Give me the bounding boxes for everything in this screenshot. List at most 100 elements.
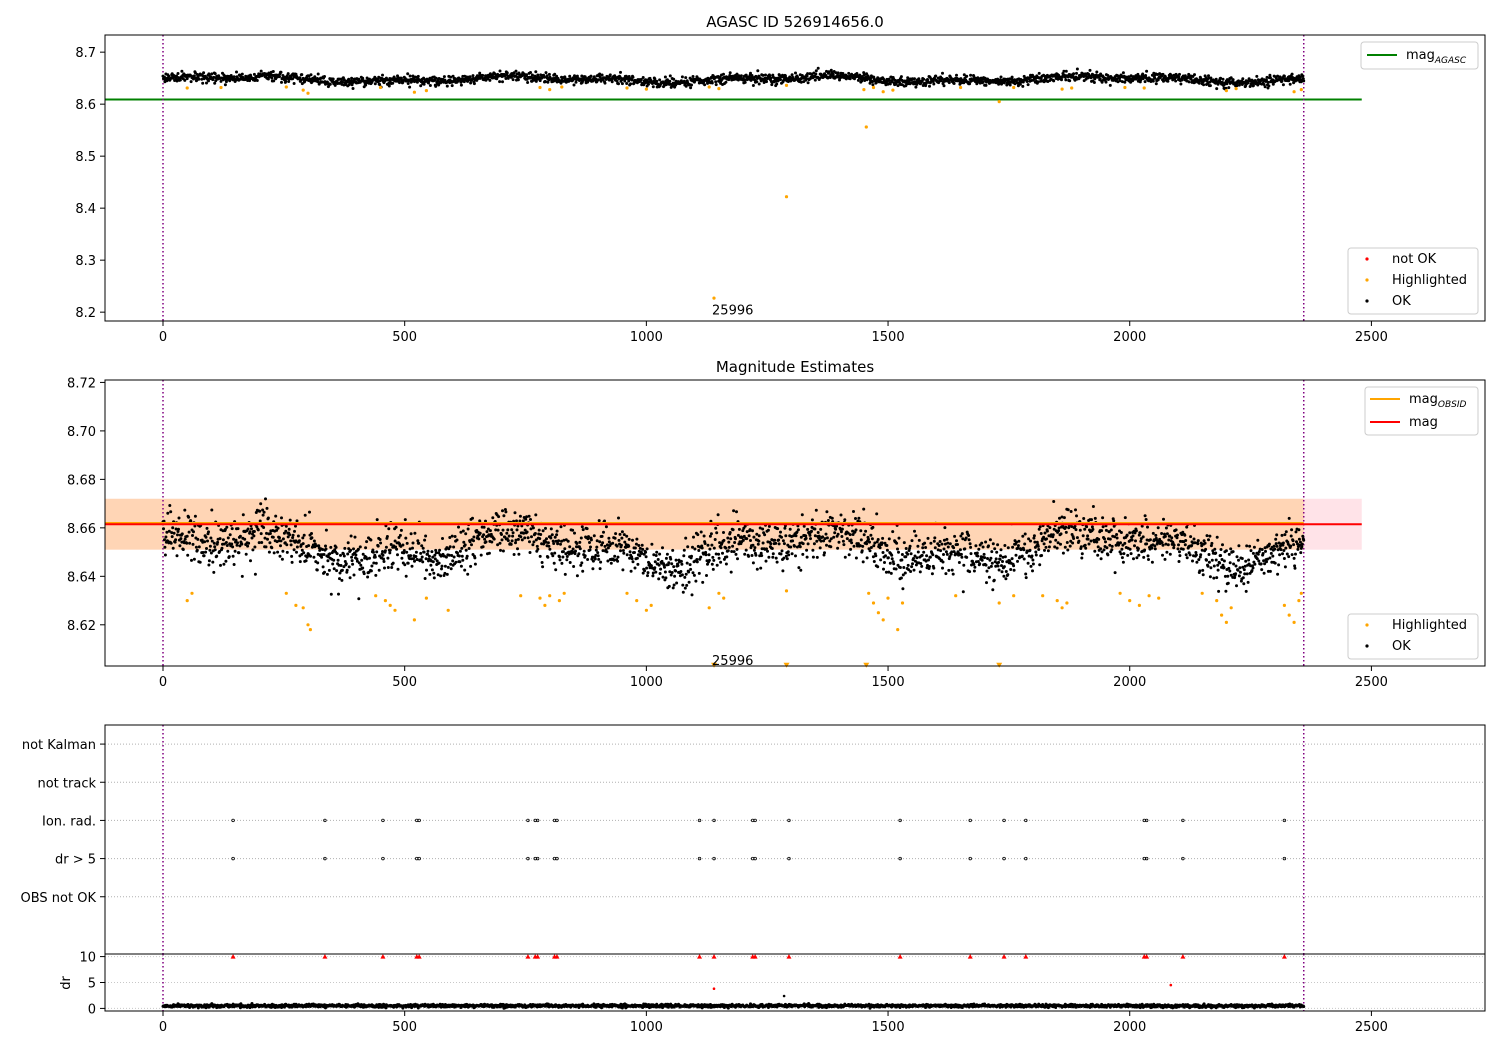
ok-point (287, 527, 291, 531)
ok-point (1234, 572, 1238, 576)
flag-point (1002, 856, 1006, 861)
ok-point (787, 553, 791, 557)
ok-point (326, 559, 330, 563)
ok-point (472, 82, 476, 86)
ok-point (271, 70, 275, 73)
ok-point (213, 548, 217, 552)
ok-point (349, 548, 353, 552)
ok-point (226, 549, 230, 553)
ok-point (927, 558, 930, 562)
ok-point (914, 85, 918, 89)
ok-point (431, 560, 435, 564)
ok-point (1037, 71, 1041, 75)
ok-point (806, 81, 810, 85)
ok-point (377, 568, 381, 572)
ok-point (977, 547, 981, 551)
ok-point (280, 557, 284, 561)
highlighted-point (374, 594, 378, 598)
ok-point (194, 545, 198, 549)
highlighted-point (707, 85, 711, 89)
highlighted-point (1137, 603, 1141, 608)
ok-point (1290, 553, 1294, 557)
ok-point (350, 559, 354, 563)
ok-point (167, 74, 171, 78)
agasc-legend-bottom: not OK Highlighted OK (1347, 247, 1479, 315)
highlighted-point (548, 594, 552, 598)
ok-point (894, 567, 898, 571)
ok-point (1232, 562, 1236, 566)
ok-point (559, 542, 562, 546)
ok-point (537, 528, 541, 532)
ok-point (755, 567, 759, 571)
highlighted-point (378, 85, 383, 90)
ok-point (276, 526, 280, 530)
ok-point (1059, 532, 1063, 536)
ok-point (932, 566, 936, 570)
ok-point (671, 548, 675, 552)
ok-point (1037, 548, 1041, 551)
ok-point (791, 539, 795, 543)
ok-point (1301, 534, 1305, 538)
ok-point (854, 528, 858, 532)
ok-point (364, 546, 368, 550)
ok-point (779, 552, 783, 556)
ok-point (291, 77, 295, 81)
ok-point (1196, 542, 1200, 546)
ok-point (1006, 546, 1010, 550)
ok-point (899, 75, 903, 79)
ok-point (1002, 574, 1006, 578)
ok-point (578, 540, 582, 544)
ok-point (1032, 534, 1036, 538)
ok-point (937, 544, 941, 547)
ok-point (440, 567, 443, 571)
ok-point (659, 567, 663, 571)
ok-point (1228, 569, 1232, 573)
ok-point (545, 537, 548, 541)
highlighted-offscale-marker (996, 662, 1003, 668)
ok-point (274, 514, 278, 518)
ok-point (890, 557, 894, 561)
ok-point (316, 72, 320, 76)
ok-point (843, 518, 847, 522)
ok-point (635, 556, 639, 560)
ok-point (728, 71, 732, 75)
ok-point (885, 544, 889, 547)
ok-point (525, 530, 529, 534)
ok-point (1190, 544, 1194, 548)
ok-point (1120, 547, 1124, 551)
ok-point (699, 555, 703, 559)
ok-point (487, 551, 491, 555)
ok-point (346, 541, 350, 545)
ok-point (810, 529, 813, 533)
highlighted-point (1220, 613, 1224, 617)
ok-point (329, 592, 333, 596)
ok-point (361, 566, 365, 570)
ok-point (623, 540, 627, 544)
ok-point (974, 544, 978, 548)
ok-point (457, 525, 460, 529)
ok-point (1235, 555, 1239, 559)
ok-point (813, 527, 817, 531)
ok-point (544, 80, 547, 84)
ok-point (625, 553, 629, 557)
ok-point (920, 553, 924, 557)
ok-point (900, 558, 904, 562)
ok-point (735, 510, 738, 514)
ok-point (1217, 589, 1221, 593)
ok-point (324, 547, 328, 551)
highlighted-point (644, 608, 649, 612)
ok-point (653, 77, 657, 81)
ok-point (888, 561, 892, 565)
ok-point (261, 513, 265, 517)
ok-point (1283, 533, 1287, 537)
ok-point (1039, 532, 1043, 535)
ok-point (351, 87, 355, 90)
ok-point (658, 572, 662, 575)
ok-point (409, 554, 413, 558)
ok-point (1249, 549, 1253, 553)
ok-point (1240, 557, 1244, 560)
ok-point (215, 554, 219, 558)
ok-point (1002, 565, 1006, 569)
ok-point (743, 524, 747, 528)
ok-point (571, 547, 575, 551)
